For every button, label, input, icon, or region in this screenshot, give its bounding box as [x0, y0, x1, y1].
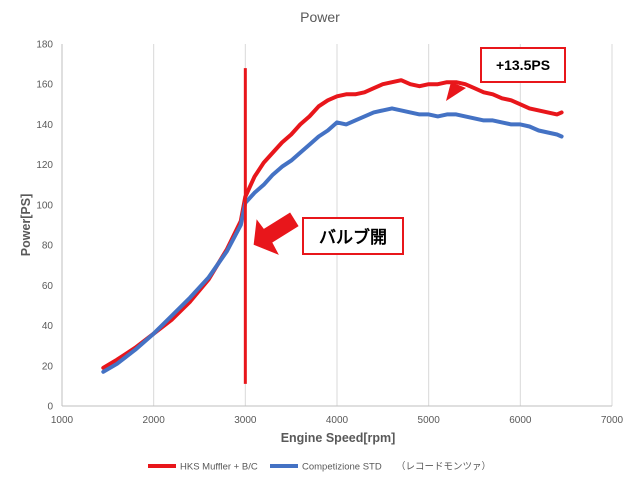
y-tick-label: 160 — [36, 80, 53, 91]
legend-label-hks-muffler: HKS Muffler + B/C — [180, 462, 258, 473]
legend-label-competizione-std: Competizione STD — [302, 462, 382, 473]
gain-callout-label: +13.5PS — [496, 57, 550, 73]
axis-layer: 1000 2000 3000 4000 5000 6000 7000 0 20 40 60 80 100… — [36, 40, 623, 427]
x-tick-label: 1000 — [51, 415, 74, 426]
valve-open-arrow — [253, 212, 299, 255]
x-tick-label: 5000 — [418, 415, 441, 426]
x-tick-label: 6000 — [509, 415, 532, 426]
y-tick-label: 120 — [36, 160, 53, 171]
y-tick-label: 80 — [42, 241, 54, 252]
x-tick-label: 4000 — [326, 415, 349, 426]
y-tick-label: 180 — [36, 40, 53, 51]
chart-title: Power — [300, 9, 340, 25]
x-axis-title: Engine Speed[rpm] — [281, 431, 396, 445]
y-tick-label: 100 — [36, 200, 53, 211]
y-tick-label: 60 — [42, 281, 54, 292]
y-tick-label: 40 — [42, 321, 54, 332]
series-line-competizione-std — [101, 106, 564, 374]
annotation-layer: バルブ開 +13.5PS — [243, 47, 566, 384]
gain-arrow — [446, 82, 466, 101]
x-tick-label: 7000 — [601, 415, 624, 426]
valve-open-callout-box — [302, 217, 404, 255]
y-tick-label: 140 — [36, 120, 53, 131]
y-tick-label: 0 — [47, 402, 53, 413]
gain-callout-box — [480, 47, 566, 83]
x-tick-label: 3000 — [234, 415, 257, 426]
y-axis-title: Power[PS] — [19, 194, 33, 257]
valve-open-callout-label: バルブ開 — [319, 227, 387, 247]
series-layer — [101, 78, 564, 374]
y-tick-label: 20 — [42, 361, 54, 372]
legend: HKS Muffler + B/C Competizione STD （レコードモン… — [148, 461, 491, 473]
x-tick-label: 2000 — [143, 415, 166, 426]
legend-note: （レコードモンツァ） — [396, 461, 491, 473]
